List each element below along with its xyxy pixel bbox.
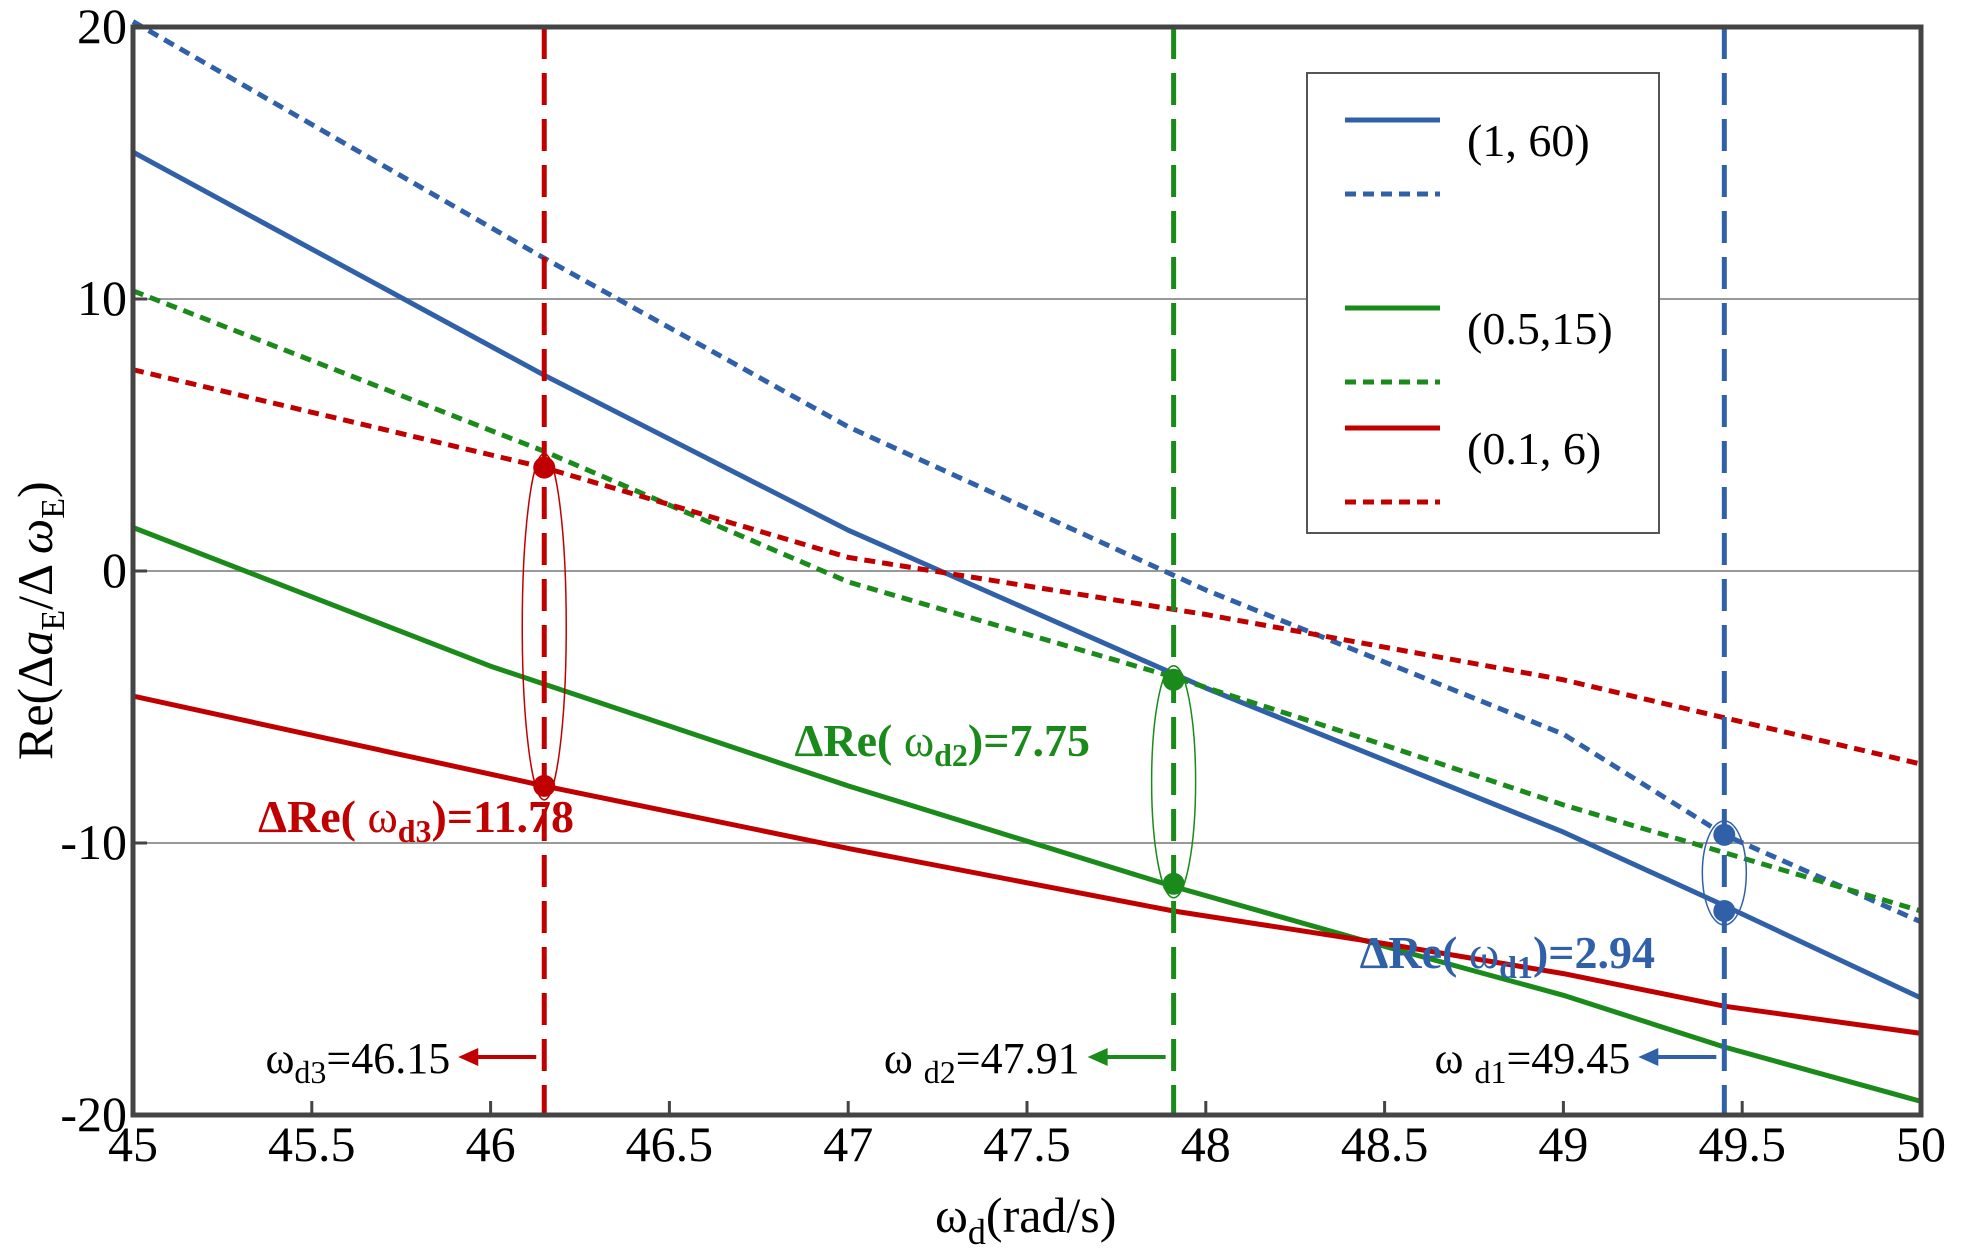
vline-label: ω d1=49.45 [1435,1034,1631,1090]
x-tick-label: 49.5 [1698,1116,1786,1172]
series-line [132,525,1922,1104]
marker-point [533,456,556,479]
x-tick-label: 46.5 [626,1116,714,1172]
x-tick-label: 48.5 [1341,1116,1429,1172]
vline-arrowhead [1638,1048,1659,1066]
marker-point [1713,823,1736,846]
difference-ellipse [1701,820,1748,926]
x-axis-label: ωd(rad/s) [935,1187,1116,1252]
legend-label: (0.1, 6) [1467,423,1601,474]
vline-label: ω d2=47.91 [884,1034,1080,1090]
series-line [132,367,1922,767]
y-tick-label: 20 [77,0,127,54]
vline-arrowhead [1087,1048,1108,1066]
x-tick-label: 45 [108,1116,158,1172]
y-tick-label: -10 [60,814,127,870]
marker-point [1162,668,1185,691]
marker-point [1162,872,1185,895]
difference-ellipses [521,452,1748,926]
legend-box [1306,72,1660,534]
y-axis-label: Re(ΔaE/Δ ωE) [7,481,72,760]
x-tick-label: 47 [823,1116,873,1172]
y-tick-label: 10 [77,270,127,326]
marker-point [1713,900,1736,922]
x-tick-label: 50 [1896,1116,1946,1172]
x-tick-label: 49 [1538,1116,1588,1172]
legend: (1, 60) (0.5,15) (0.1, 6) [1306,72,1660,534]
difference-ellipse [521,452,567,801]
x-tick-label: 45.5 [268,1116,356,1172]
axis-ticks: 45 45.5 46 46.5 47 47.5 48 48.5 49 49.5 50 -20 -10 0 1… [60,0,1946,1172]
vline-label: ωd3=46.15 [265,1034,450,1090]
y-tick-label: -20 [60,1086,127,1142]
legend-label: (1, 60) [1467,115,1590,166]
vline-labels: ωd3=46.15 ω d2=47.91 ω d1=49.45 [265,1034,1717,1090]
difference-ellipse [1150,665,1197,899]
annotations: ΔRe( ωd3)=11.78 ΔRe( ωd2)=7.75 ΔRe( ωd1)=2… [258,715,1655,985]
marker-points [533,456,1736,922]
series-line [132,693,1922,1036]
x-tick-label: 46 [466,1116,516,1172]
delta-annotation: ΔRe( ωd3)=11.78 [258,791,574,849]
x-tick-label: 48 [1181,1116,1231,1172]
legend-label: (0.5,15) [1467,303,1613,354]
delta-annotation: ΔRe( ωd2)=7.75 [795,715,1090,773]
marker-point [533,774,556,797]
y-tick-label: 0 [102,542,127,598]
vline-arrowhead [458,1048,479,1066]
delta-annotation: ΔRe( ωd1)=2.94 [1360,927,1655,985]
x-tick-label: 47.5 [983,1116,1071,1172]
